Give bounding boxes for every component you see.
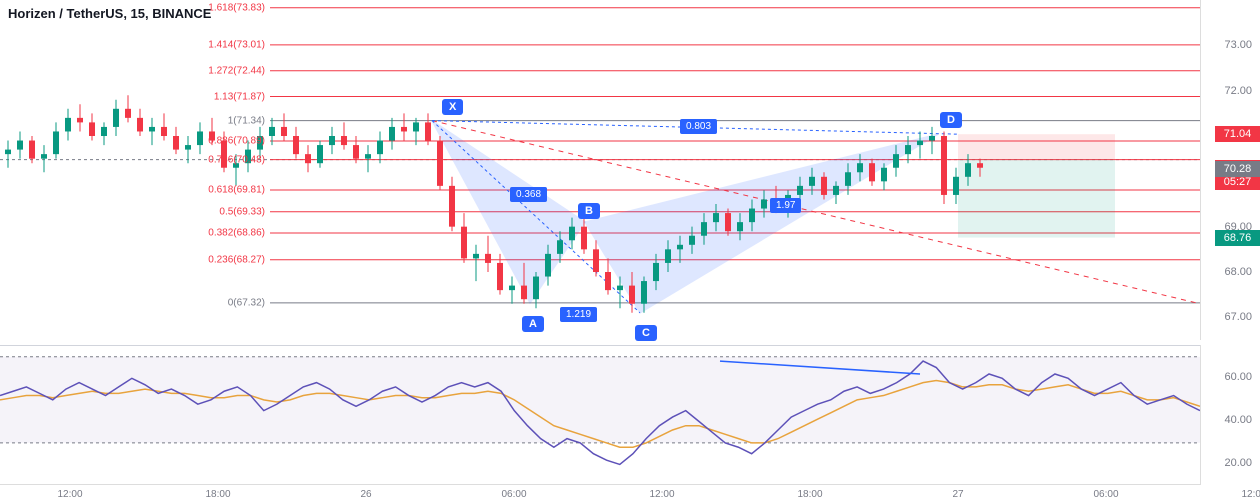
time-tick-label: 26: [360, 489, 371, 500]
time-tick-label: 27: [952, 489, 963, 500]
price-badge: 71.04: [1215, 126, 1260, 142]
harmonic-ratio-label: 0.803: [680, 119, 717, 134]
time-tick-label: 12:00: [57, 489, 82, 500]
harmonic-ratio-label: 0.368: [510, 187, 547, 202]
indicator-tick-label: 60.00: [1224, 371, 1252, 383]
fib-level-label: 0.886(70.89): [208, 135, 265, 146]
fib-level-label: 1.618(73.83): [208, 2, 265, 13]
harmonic-point-A: A: [522, 316, 544, 332]
time-tick-label: 12:00: [649, 489, 674, 500]
fib-level-label: 0.618(69.81): [208, 184, 265, 195]
fib-level-label: 1(71.34): [228, 115, 265, 126]
price-badge: 70.28: [1215, 161, 1260, 177]
time-tick-label: 06:00: [1093, 489, 1118, 500]
fib-level-label: 0.5(69.33): [219, 206, 265, 217]
price-tick-label: 67.00: [1224, 311, 1252, 323]
oscillator-panel: [0, 345, 1200, 485]
harmonic-point-C: C: [635, 325, 657, 341]
fib-level-label: 0(67.32): [228, 297, 265, 308]
harmonic-point-B: B: [578, 203, 600, 219]
indicator-tick-label: 20.00: [1224, 457, 1252, 469]
harmonic-ratio-label: 1.219: [560, 307, 597, 322]
fib-level-label: 0.786(70.48): [208, 154, 265, 165]
harmonic-point-X: X: [442, 99, 463, 115]
indicator-tick-label: 40.00: [1224, 414, 1252, 426]
price-tick-label: 72.00: [1224, 85, 1252, 97]
time-tick-label: 18:00: [205, 489, 230, 500]
harmonic-point-D: D: [940, 112, 962, 128]
time-tick-label: 12:00: [1241, 489, 1260, 500]
fib-level-label: 0.236(68.27): [208, 254, 265, 265]
time-axis[interactable]: 12:0018:002606:0012:0018:002706:0012:00: [0, 484, 1200, 504]
chart-title: Horizen / TetherUS, 15, BINANCE: [8, 6, 211, 21]
price-tick-label: 68.00: [1224, 266, 1252, 278]
harmonic-ratio-label: 1.97: [770, 198, 801, 213]
fib-level-label: 0.382(68.86): [208, 228, 265, 239]
time-tick-label: 18:00: [797, 489, 822, 500]
fib-level-label: 1.414(73.01): [208, 39, 265, 50]
fib-level-label: 1.272(72.44): [208, 65, 265, 76]
price-axis[interactable]: 73.0072.0071.0069.0068.0067.0071.0470.30…: [1200, 0, 1260, 340]
fib-level-label: 1.13(71.87): [214, 91, 265, 102]
chart-area[interactable]: 1.618(73.83) 1.414(73.01) 1.272(72.44) 1.13…: [0, 0, 1200, 504]
indicator-axis[interactable]: 60.00 40.00 20.00: [1200, 345, 1260, 485]
price-badge: 68.76: [1215, 230, 1260, 246]
price-tick-label: 73.00: [1224, 39, 1252, 51]
main-price-chart: 1.618(73.83) 1.414(73.01) 1.272(72.44) 1.13…: [0, 0, 1200, 340]
time-tick-label: 06:00: [501, 489, 526, 500]
